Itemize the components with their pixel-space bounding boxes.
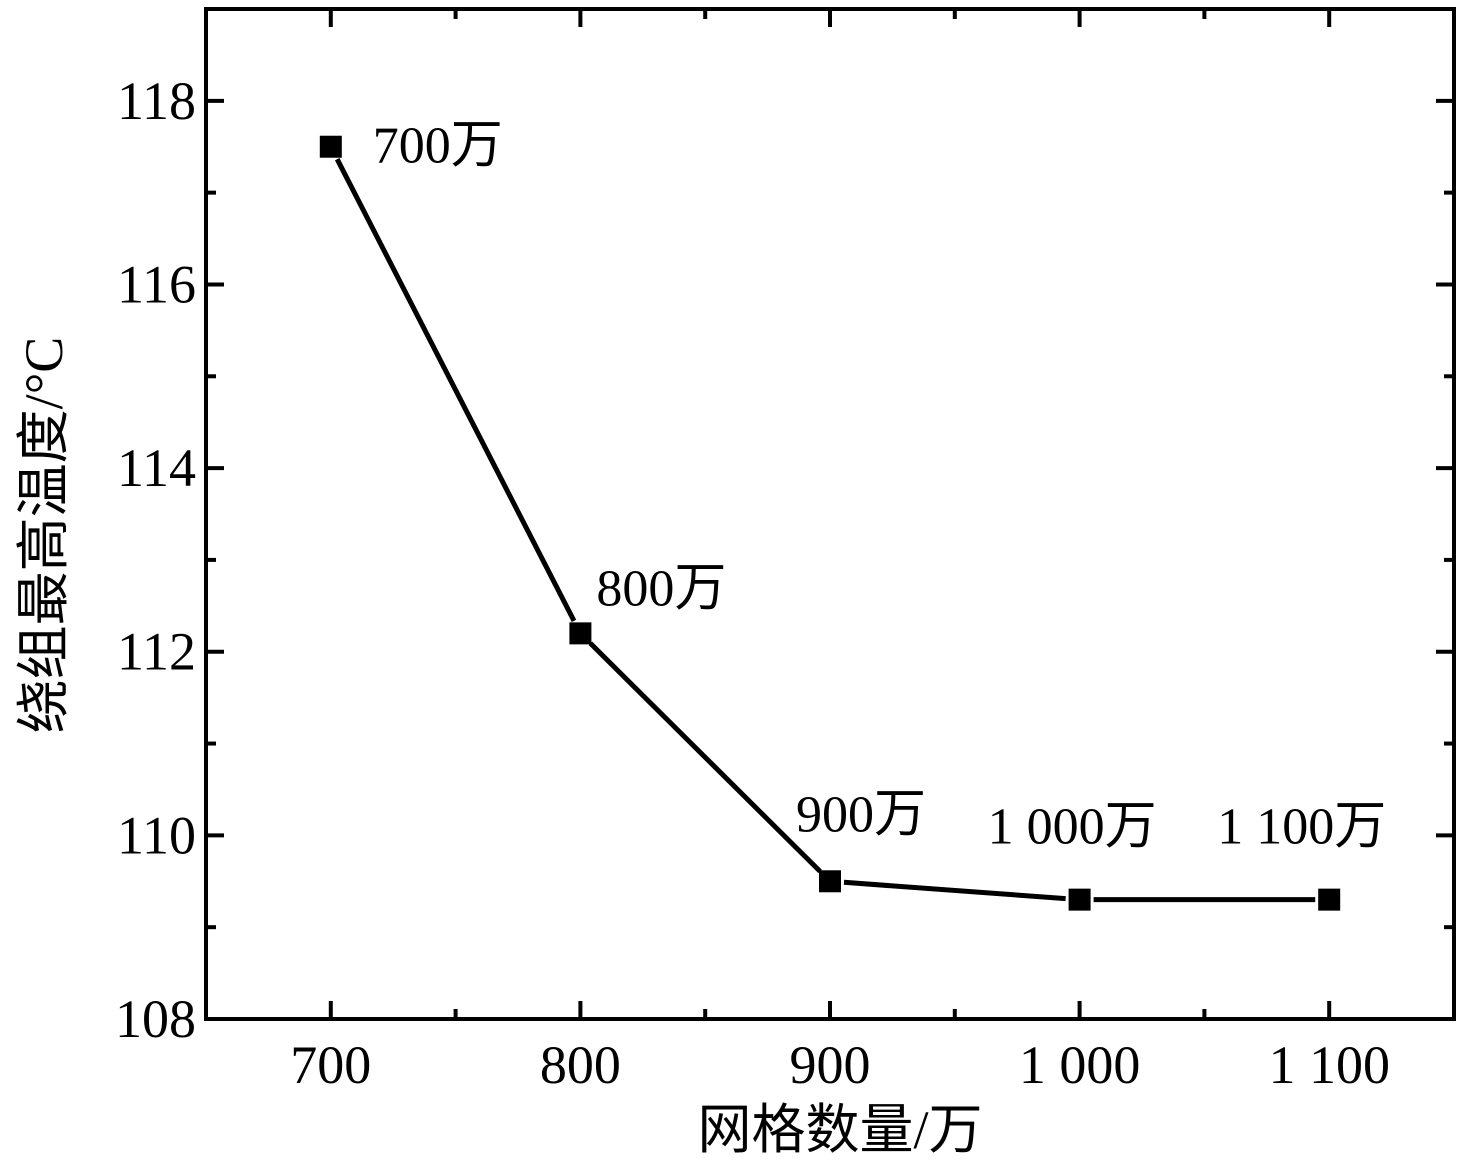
point-labels: 700万 800万 900万 1 000万 1 100万	[373, 118, 1386, 856]
x-tick-label: 1 100	[1268, 1035, 1390, 1095]
y-tick-label: 118	[117, 71, 196, 131]
y-axis-title: 绕组最高温度/°C	[14, 337, 74, 734]
data-point-marker	[1318, 888, 1341, 911]
y-tick-label: 108	[115, 989, 196, 1049]
y-tick-label: 116	[117, 254, 196, 314]
x-axis-title: 网格数量/万	[697, 1100, 982, 1160]
data-point-label: 1 000万	[988, 799, 1157, 856]
data-point-label: 900万	[796, 786, 926, 843]
series-line-segment	[588, 641, 822, 874]
axis-ticks	[206, 9, 1454, 1021]
series-group	[319, 135, 1341, 911]
y-tick-label: 112	[117, 622, 196, 682]
x-tick-label: 700	[290, 1035, 371, 1095]
data-point-label: 1 100万	[1217, 799, 1386, 856]
data-point-label: 700万	[373, 118, 503, 175]
data-point-marker	[819, 870, 841, 893]
y-tick-label: 110	[117, 805, 196, 865]
x-tick-label: 900	[790, 1035, 871, 1095]
x-tick-label: 1 000	[1019, 1035, 1141, 1095]
series-line-segment	[843, 879, 1066, 902]
y-tick-label: 114	[117, 438, 196, 498]
tick-labels: 700 800 900 1 000 1 100 108 110 112 114 116 118	[115, 71, 1390, 1095]
data-point-marker	[319, 135, 342, 158]
x-tick-label: 800	[540, 1035, 621, 1095]
data-point-label: 800万	[596, 560, 726, 617]
data-point-marker	[569, 622, 592, 645]
series-line-segment	[334, 158, 577, 623]
data-point-marker	[1068, 888, 1091, 911]
